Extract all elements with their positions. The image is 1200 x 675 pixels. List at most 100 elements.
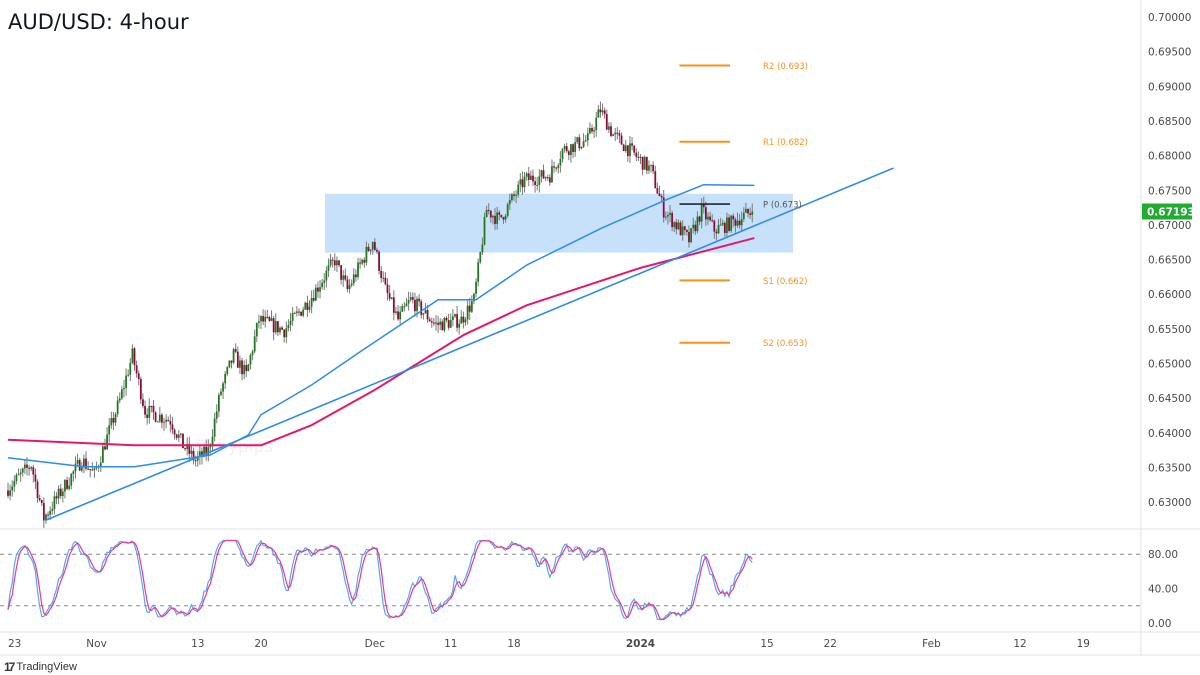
candle-body — [641, 156, 644, 170]
candle-body — [36, 481, 39, 499]
time-axis-tick: 12 — [1013, 638, 1026, 650]
price-axis-tick: 0.69500 — [1148, 47, 1191, 59]
candle-body — [260, 316, 262, 322]
time-axis-tick: 22 — [824, 638, 837, 650]
candle-body — [669, 212, 671, 216]
candle-body — [137, 373, 140, 379]
candle-body — [388, 293, 391, 299]
candle-body — [650, 164, 652, 166]
candle-body — [211, 436, 214, 446]
time-axis-tick: 23 — [8, 638, 21, 650]
candle-body — [266, 316, 269, 318]
candle-body — [108, 425, 111, 435]
candle-body — [32, 467, 35, 475]
candle-body — [599, 109, 602, 113]
time-axis-tick: Feb — [922, 638, 941, 650]
candle-body — [551, 166, 553, 183]
candle-body — [91, 469, 94, 471]
candle-body — [184, 448, 187, 450]
candle-body — [683, 226, 686, 231]
candle-body — [17, 474, 20, 476]
candle-body — [483, 217, 486, 245]
last-price-badge — [1142, 203, 1192, 220]
candle-body — [15, 474, 18, 482]
candle-body — [80, 467, 83, 471]
candle-body — [325, 270, 328, 281]
candle-body — [420, 301, 423, 315]
candle-body — [42, 502, 45, 521]
candle-body — [173, 429, 176, 435]
candle-body — [416, 298, 418, 312]
candle-body — [127, 374, 130, 376]
candle-body — [203, 446, 205, 457]
candle-body — [460, 316, 463, 324]
time-axis-tick: 2024 — [626, 638, 655, 650]
candle-body — [239, 360, 241, 368]
candle-body — [502, 217, 505, 220]
candle-body — [171, 424, 174, 430]
candle-body — [401, 306, 404, 312]
candle-body — [123, 388, 125, 390]
candle-body — [479, 252, 482, 263]
tradingview-brand: 17 TradingView — [4, 660, 77, 674]
candle-body — [369, 249, 372, 251]
candle-body — [629, 143, 631, 157]
price-axis-tick: 0.64500 — [1148, 393, 1191, 405]
candle-body — [298, 311, 300, 313]
candle-body — [477, 262, 480, 282]
candle-body — [445, 317, 448, 321]
candle-body — [198, 451, 201, 457]
candle-body — [129, 362, 132, 375]
candle-body — [624, 145, 627, 152]
candle-body — [373, 242, 376, 250]
candle-body — [386, 284, 389, 294]
candle-body — [395, 311, 397, 313]
candle-body — [553, 166, 555, 168]
candle-body — [59, 488, 62, 496]
candle-body — [361, 259, 364, 264]
candle-body — [21, 468, 24, 473]
candle-body — [591, 128, 593, 132]
candle-body — [411, 297, 414, 300]
candle-body — [635, 152, 638, 157]
price-axis-tick: 0.63000 — [1148, 497, 1191, 509]
candle-body — [500, 214, 503, 218]
tradingview-logo-icon: 17 — [4, 660, 15, 674]
candle-body — [466, 305, 469, 320]
candle-body — [74, 463, 77, 472]
candle-body — [702, 203, 705, 208]
candle-body — [648, 165, 650, 171]
candle-body — [578, 137, 581, 149]
candle-body — [279, 327, 281, 333]
candle-body — [454, 314, 456, 317]
candle-body — [726, 217, 728, 234]
candle-body — [721, 222, 724, 225]
time-axis-tick: Dec — [365, 638, 386, 650]
candle-body — [217, 394, 220, 412]
pivot-label: R2 (0.693) — [763, 62, 808, 72]
candle-body — [570, 144, 572, 155]
candle-body — [574, 142, 577, 153]
candle-body — [192, 450, 195, 461]
tradingview-brand-text: TradingView — [16, 661, 77, 673]
pivot-label: P (0.673) — [763, 201, 802, 211]
candle-body — [506, 204, 509, 216]
candle-body — [179, 433, 182, 435]
candle-body — [422, 313, 425, 315]
time-axis-tick: Nov — [86, 638, 107, 650]
candle-body — [740, 219, 743, 226]
candle-body — [426, 310, 429, 320]
candle-body — [517, 184, 520, 195]
candle-body — [540, 170, 543, 177]
candle-body — [462, 316, 465, 323]
candle-body — [612, 134, 614, 136]
candle-body — [194, 460, 197, 462]
candle-body — [139, 378, 142, 400]
candle-body — [660, 195, 663, 198]
candle-body — [451, 316, 454, 320]
candle-body — [224, 373, 227, 384]
candle-body — [698, 216, 701, 222]
candle-body — [167, 419, 170, 422]
candle-body — [700, 203, 703, 222]
